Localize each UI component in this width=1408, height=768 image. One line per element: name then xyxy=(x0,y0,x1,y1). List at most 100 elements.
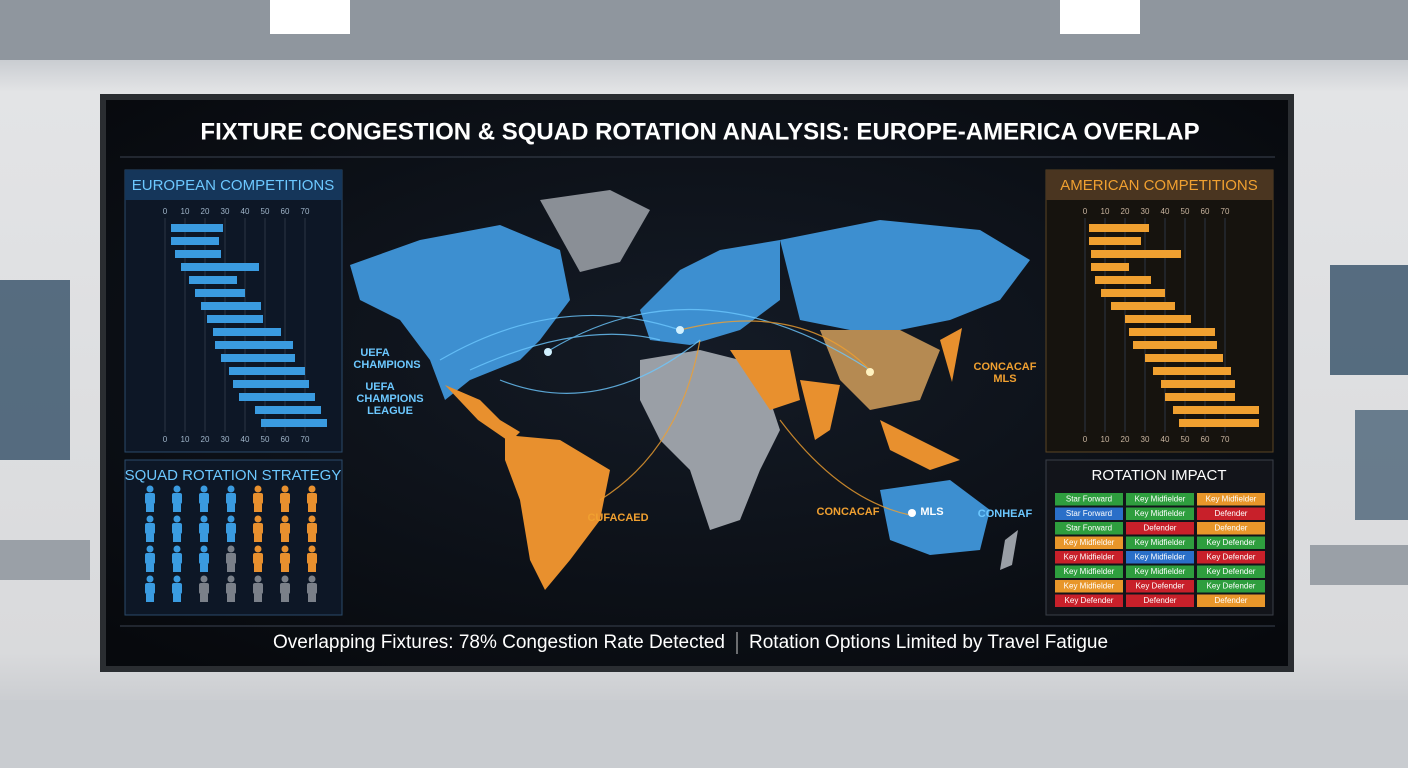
player-body xyxy=(172,523,182,534)
x-tick-label: 30 xyxy=(221,207,230,216)
impact-cell-text: Key Defender xyxy=(1207,567,1256,576)
bar xyxy=(239,393,315,401)
panel xyxy=(1045,169,1274,453)
impact-cell xyxy=(1126,565,1194,578)
bar xyxy=(1145,354,1223,362)
player-head xyxy=(308,485,316,493)
bar xyxy=(233,380,309,388)
side-display xyxy=(1330,265,1408,375)
impact-cell xyxy=(1055,522,1123,535)
x-tick-label: 70 xyxy=(301,435,310,444)
player-legs xyxy=(281,504,289,512)
impact-cell-text: Key Defender xyxy=(1207,582,1256,591)
player-body xyxy=(172,493,182,504)
japan xyxy=(940,328,962,382)
player-head xyxy=(254,575,262,583)
side-display xyxy=(0,280,70,460)
impact-cell xyxy=(1197,594,1265,607)
bar xyxy=(229,367,305,375)
x-tick-label: 30 xyxy=(1141,207,1150,216)
hub xyxy=(676,326,684,334)
player-legs xyxy=(281,564,289,572)
map-label: MLS xyxy=(920,506,943,518)
player-head xyxy=(227,545,235,553)
bar xyxy=(171,237,219,245)
player-legs xyxy=(281,534,289,542)
impact-cell xyxy=(1126,551,1194,564)
impact-cell xyxy=(1126,507,1194,520)
player-head xyxy=(146,545,154,553)
impact-cell-text: Key Midfielder xyxy=(1064,567,1115,576)
player-head xyxy=(200,545,208,553)
x-tick-label: 40 xyxy=(241,435,250,444)
route xyxy=(779,419,911,516)
impact-cell-text: Key Midfielder xyxy=(1206,495,1257,504)
bar xyxy=(1173,406,1259,414)
player-legs xyxy=(200,594,208,602)
india xyxy=(800,380,840,440)
player-body xyxy=(280,523,290,534)
hub xyxy=(544,348,552,356)
southeast-asia xyxy=(880,420,960,470)
bar xyxy=(201,302,261,310)
bar xyxy=(261,419,327,427)
desk xyxy=(1310,545,1408,585)
impact-cell-text: Key Defender xyxy=(1207,553,1256,562)
impact-cell xyxy=(1197,493,1265,506)
panel-title: AMERICAN COMPETITIONS xyxy=(1060,177,1258,194)
impact-cell-text: Key Midfielder xyxy=(1135,495,1186,504)
x-tick-label: 30 xyxy=(221,435,230,444)
impact-cell xyxy=(1197,536,1265,549)
impact-cell-text: Key Midfielder xyxy=(1135,538,1186,547)
player-legs xyxy=(173,594,181,602)
player-legs xyxy=(227,534,235,542)
ceiling-light xyxy=(270,0,350,34)
impact-cell xyxy=(1055,493,1123,506)
bar xyxy=(1091,263,1129,271)
player-legs xyxy=(281,594,289,602)
impact-cell xyxy=(1126,580,1194,593)
panel-title: SQUAD ROTATION STRATEGY xyxy=(125,467,342,484)
player-body xyxy=(253,553,263,564)
impact-cell xyxy=(1055,565,1123,578)
player-head xyxy=(200,515,208,523)
player-legs xyxy=(146,594,154,602)
panel-header xyxy=(125,170,342,200)
x-tick-label: 40 xyxy=(1161,207,1170,216)
x-tick-label: 60 xyxy=(281,207,290,216)
map-label: LEAGUE xyxy=(367,405,413,417)
impact-cell-text: Key Midfielder xyxy=(1064,538,1115,547)
bar xyxy=(1133,341,1217,349)
panel-header xyxy=(1046,170,1273,200)
impact-cell xyxy=(1055,536,1123,549)
world-map xyxy=(350,190,1030,590)
player-legs xyxy=(173,504,181,512)
player-legs xyxy=(146,534,154,542)
ceiling-light xyxy=(1060,0,1140,34)
player-body xyxy=(280,583,290,594)
bar xyxy=(195,289,245,297)
route xyxy=(599,339,701,501)
x-tick-label: 60 xyxy=(281,435,290,444)
impact-cell-text: Defender xyxy=(1144,524,1177,533)
player-head xyxy=(308,545,316,553)
bar xyxy=(1089,224,1149,232)
player-body xyxy=(307,493,317,504)
x-tick-label: 70 xyxy=(1221,435,1230,444)
player-body xyxy=(307,553,317,564)
africa xyxy=(640,350,780,530)
player-legs xyxy=(254,534,262,542)
player-body xyxy=(145,583,155,594)
player-body xyxy=(199,583,209,594)
player-legs xyxy=(308,594,316,602)
route xyxy=(549,309,871,371)
player-legs xyxy=(308,534,316,542)
map-label: CHAMPIONS xyxy=(356,393,423,405)
x-tick-label: 10 xyxy=(181,207,190,216)
x-tick-label: 10 xyxy=(1101,207,1110,216)
player-body xyxy=(307,523,317,534)
x-tick-label: 20 xyxy=(201,207,210,216)
player-body xyxy=(145,523,155,534)
impact-cell xyxy=(1126,536,1194,549)
